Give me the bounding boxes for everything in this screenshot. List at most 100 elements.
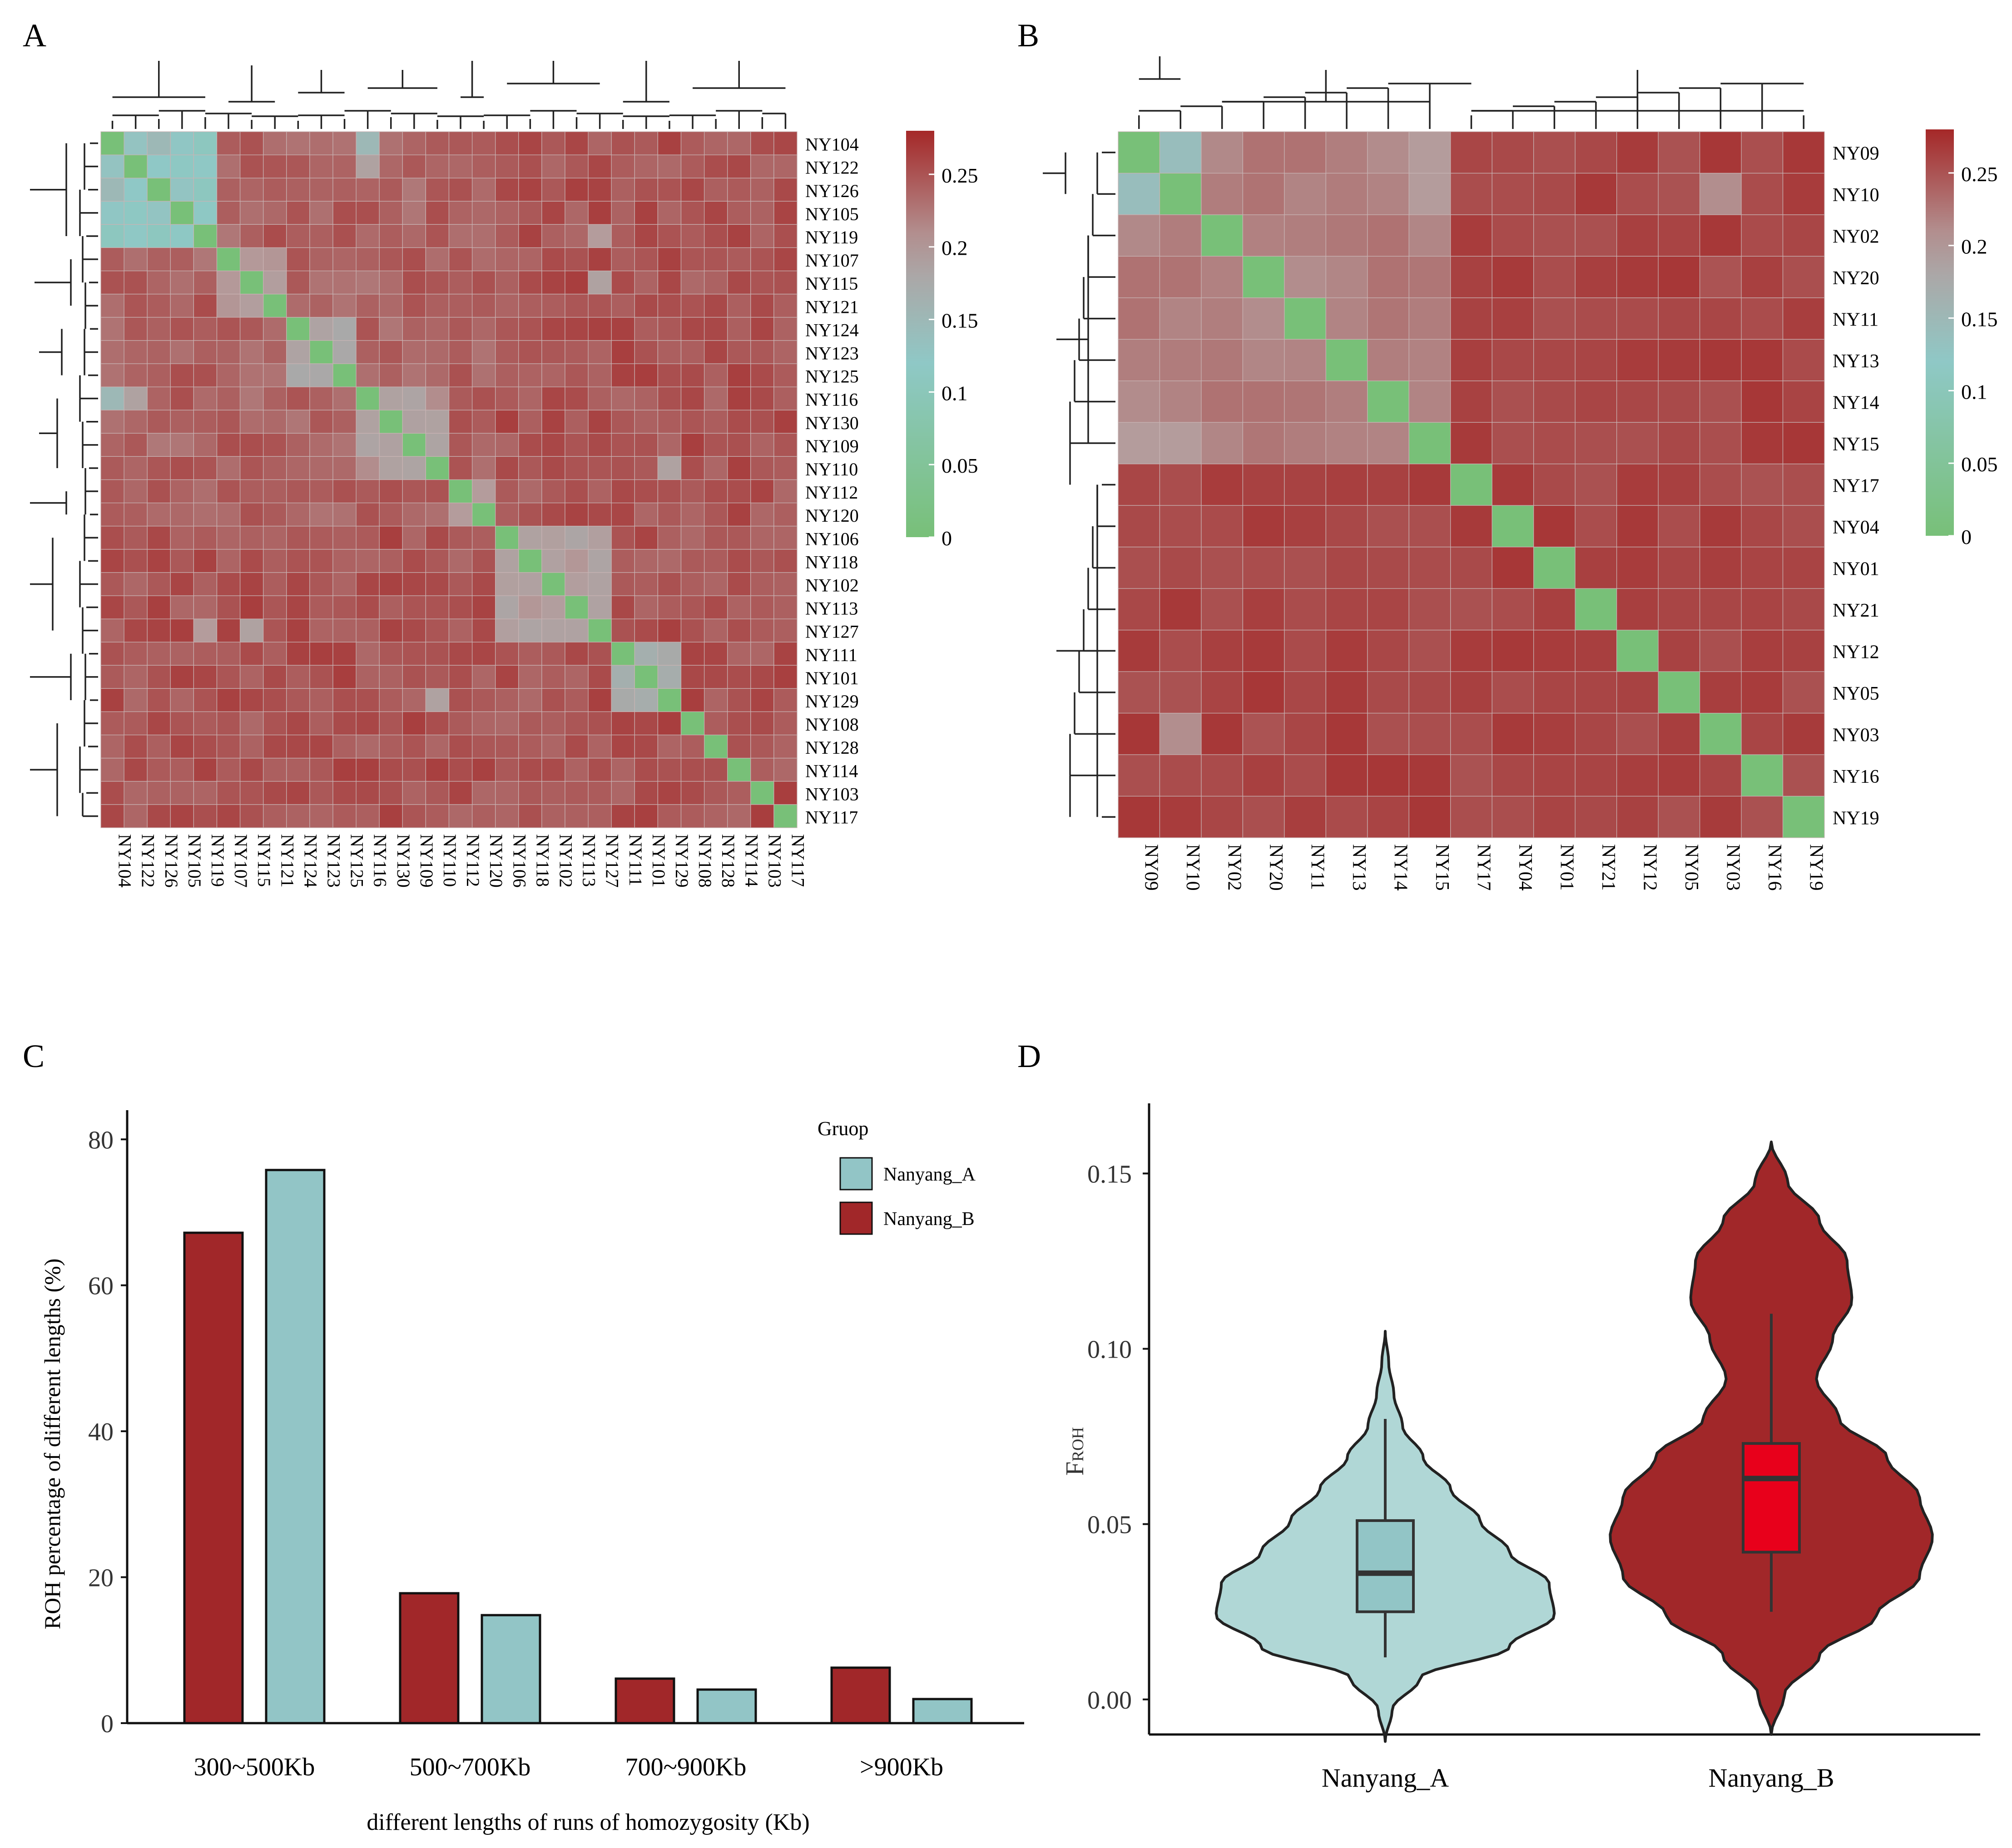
heat-cell <box>1699 297 1742 340</box>
heat-cell <box>657 340 682 364</box>
heat-cell <box>1782 422 1825 464</box>
heat-cell <box>588 386 612 410</box>
heat-cell <box>402 294 426 318</box>
heat-cell <box>170 363 194 387</box>
heat-cell <box>471 549 496 573</box>
heat-cell <box>425 618 450 642</box>
heat-cell <box>1242 297 1285 340</box>
heat-cell <box>216 642 241 666</box>
heat-cell <box>379 502 403 527</box>
heat-cell <box>471 502 496 527</box>
heat-cell <box>565 572 589 596</box>
heat-cell <box>100 572 124 596</box>
heat-cell <box>1450 671 1492 714</box>
heat-cell <box>124 456 148 480</box>
heat-cell <box>332 131 357 155</box>
heat-cell <box>356 526 380 550</box>
heat-cell <box>657 410 682 434</box>
heat-cell <box>425 154 450 178</box>
heat-cell <box>147 734 171 759</box>
heat-cell <box>704 595 728 619</box>
heat-cell <box>1159 339 1202 381</box>
heat-cell <box>1284 754 1326 797</box>
heat-cell <box>565 433 589 457</box>
heat-cell <box>356 247 380 272</box>
heat-cell <box>147 456 171 480</box>
heat-cell <box>588 456 612 480</box>
heat-cell <box>1450 712 1492 755</box>
heat-cell <box>1699 214 1742 257</box>
heat-cell <box>471 572 496 596</box>
heat-cell <box>773 595 798 619</box>
heat-cell <box>657 270 682 295</box>
heat-cell <box>216 502 241 527</box>
heat-cell <box>309 201 333 225</box>
heat-cell <box>773 758 798 782</box>
heat-cell <box>1325 505 1368 548</box>
heat-cell <box>1658 588 1700 631</box>
heat-cell <box>1575 588 1617 631</box>
heat-cell <box>309 363 333 387</box>
heat-cell <box>332 410 357 434</box>
heat-cell <box>680 317 705 341</box>
heat-cell <box>170 201 194 225</box>
heat-cell <box>263 502 287 527</box>
heat-cell <box>1782 547 1825 589</box>
heat-cell <box>773 642 798 666</box>
heat-cell <box>565 711 589 736</box>
heat-cell <box>588 178 612 202</box>
heat-cell <box>1492 297 1534 340</box>
heat-cell <box>541 154 565 178</box>
heat-cell <box>263 688 287 712</box>
heat-cell <box>147 549 171 573</box>
heat-cell <box>704 154 728 178</box>
heat-cell <box>1367 630 1409 672</box>
heat-cell <box>634 595 659 619</box>
heat-cell <box>1658 796 1700 838</box>
heat-cell <box>286 734 310 759</box>
row-label: NY125 <box>805 366 859 387</box>
heat-cell <box>448 758 473 782</box>
heat-cell <box>634 804 659 828</box>
heat-cell <box>1284 131 1326 174</box>
heat-cell <box>379 294 403 318</box>
heat-cell <box>495 618 519 642</box>
row-label: NY02 <box>1833 227 1879 247</box>
heat-cell <box>379 247 403 272</box>
heat-cell <box>100 665 124 689</box>
heat-cell <box>634 688 659 712</box>
heat-cell <box>1284 339 1326 381</box>
heat-cell <box>565 317 589 341</box>
heat-cell <box>727 294 751 318</box>
heat-cell <box>565 363 589 387</box>
heat-cell <box>193 734 218 759</box>
heat-cell <box>495 340 519 364</box>
heat-cell <box>704 294 728 318</box>
heat-cell <box>518 456 542 480</box>
heat-cell <box>379 363 403 387</box>
heat-cell <box>263 294 287 318</box>
heat-cell <box>379 479 403 504</box>
heat-cell <box>448 479 473 504</box>
heat-cell <box>147 386 171 410</box>
heat-cell <box>263 526 287 550</box>
col-label: NY112 <box>463 834 483 887</box>
heat-cell <box>634 781 659 805</box>
heat-cell <box>100 804 124 828</box>
heat-cell <box>124 363 148 387</box>
col-label: NY11 <box>1307 844 1328 890</box>
heat-cell <box>495 224 519 248</box>
heat-cell <box>1616 339 1659 381</box>
heat-cell <box>1242 754 1285 797</box>
heat-cell <box>448 386 473 410</box>
y-tick-label: 0.10 <box>1087 1336 1132 1364</box>
heat-cell <box>773 804 798 828</box>
heat-cell <box>634 549 659 573</box>
heat-cell <box>100 781 124 805</box>
heat-cell <box>170 572 194 596</box>
heat-cell <box>680 131 705 155</box>
heat-cell <box>402 572 426 596</box>
heat-cell <box>588 642 612 666</box>
heat-cell <box>448 595 473 619</box>
heat-cell <box>239 479 264 504</box>
